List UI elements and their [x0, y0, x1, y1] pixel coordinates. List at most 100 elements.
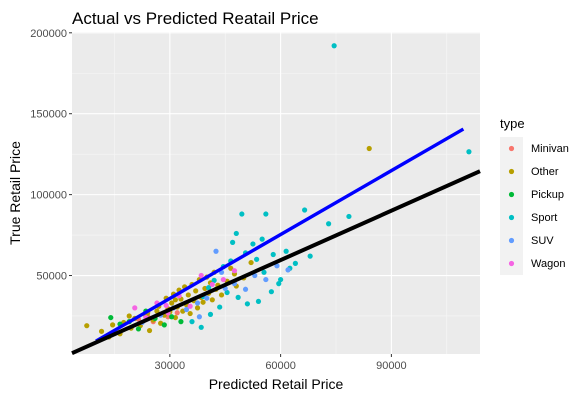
point-sport: [189, 319, 195, 325]
point-wagon: [132, 305, 138, 311]
point-sport: [230, 239, 236, 245]
legend-label-pickup: Pickup: [531, 189, 564, 201]
fitted-line: [95, 127, 465, 343]
point-suv: [204, 295, 210, 301]
legend-label-suv: SUV: [531, 235, 554, 247]
point-sport: [239, 211, 245, 217]
point-other: [146, 327, 153, 334]
legend-label-sport: Sport: [531, 212, 557, 224]
point-other: [84, 323, 90, 329]
y-axis-ticks: 50000 100000 150000 200000: [30, 28, 72, 283]
point-suv: [183, 306, 190, 313]
point-wagon: [209, 281, 215, 288]
point-sport: [244, 301, 250, 307]
y-tick-label: 150000: [30, 109, 67, 121]
point-sport: [224, 289, 230, 296]
legend-title: type: [500, 116, 525, 131]
point-pickup: [108, 314, 114, 321]
legend-swatch-other: [508, 168, 515, 175]
plot-panel: [72, 32, 480, 354]
point-minivan: [174, 310, 180, 316]
point-sport: [261, 269, 267, 275]
point-pickup: [178, 319, 184, 325]
x-axis-title: Predicted Retail Price: [209, 376, 344, 392]
point-sport: [307, 253, 313, 259]
point-other: [187, 310, 193, 317]
y-tick-label: 200000: [30, 28, 67, 40]
point-sport: [302, 207, 308, 213]
legend-swatch-wagon: [508, 260, 515, 267]
point-sport: [276, 281, 282, 287]
point-other: [126, 313, 132, 319]
legend-label-wagon: Wagon: [531, 258, 565, 270]
x-axis-ticks: 30000 60000 90000: [155, 354, 407, 372]
point-other: [185, 292, 191, 298]
point-pickup: [161, 322, 167, 328]
point-suv: [285, 267, 291, 273]
point-suv: [213, 248, 219, 254]
point-other: [193, 288, 199, 294]
minor-gridlines: [72, 32, 480, 354]
point-sport: [233, 230, 239, 237]
legend-swatch-suv: [508, 237, 515, 244]
point-sport: [278, 276, 284, 283]
point-other: [110, 322, 116, 328]
fit-lines: [71, 127, 481, 356]
point-sport: [198, 324, 204, 330]
point-other: [248, 259, 254, 266]
point-sport: [346, 213, 352, 220]
point-other: [218, 292, 225, 298]
point-suv: [263, 276, 269, 283]
point-sport: [206, 285, 212, 291]
y-tick-label: 100000: [30, 190, 67, 202]
point-sport: [268, 289, 274, 295]
point-other: [228, 265, 234, 271]
point-other: [172, 297, 178, 303]
x-tick-label: 60000: [265, 360, 296, 372]
point-sport: [466, 149, 472, 155]
legend-label-minivan: Minivan: [531, 143, 569, 155]
point-suv: [196, 314, 202, 320]
point-wagon: [163, 302, 169, 309]
legend-swatch-pickup: [508, 191, 515, 198]
point-wagon: [231, 268, 238, 274]
point-sport: [326, 221, 332, 227]
point-sport: [331, 43, 337, 49]
point-suv: [194, 300, 201, 306]
point-wagon: [220, 276, 226, 283]
point-sport: [292, 260, 298, 266]
point-wagon: [198, 272, 204, 279]
reference-line: [71, 169, 481, 356]
point-sport: [270, 251, 276, 258]
point-sport: [217, 304, 223, 310]
point-sport: [283, 248, 289, 254]
point-sport: [259, 236, 265, 242]
point-other: [98, 328, 105, 334]
y-tick-label: 50000: [36, 271, 67, 283]
point-other: [194, 305, 201, 311]
point-other: [169, 300, 175, 306]
legend-swatch-minivan: [508, 145, 515, 152]
point-sport: [235, 294, 241, 300]
point-other: [200, 299, 206, 305]
point-wagon: [187, 303, 193, 309]
chart-title: Actual vs Predicted Reatail Price: [72, 9, 319, 28]
point-sport: [254, 256, 260, 262]
y-axis-title: True Retail Price: [7, 141, 23, 245]
point-sport: [250, 241, 256, 247]
point-pickup: [135, 326, 142, 332]
x-tick-label: 90000: [376, 360, 407, 372]
point-suv: [242, 286, 249, 292]
point-sport: [207, 311, 214, 317]
point-sport: [255, 298, 262, 305]
legend: Minivan Other Pickup Sport SUV Wagon: [500, 137, 569, 275]
point-other: [209, 297, 215, 303]
point-other: [154, 308, 160, 314]
point-other: [366, 145, 372, 152]
point-pickup: [169, 314, 175, 320]
legend-swatch-sport: [508, 214, 515, 221]
point-sport: [211, 277, 217, 283]
x-tick-label: 30000: [155, 360, 186, 372]
point-sport: [263, 211, 269, 217]
